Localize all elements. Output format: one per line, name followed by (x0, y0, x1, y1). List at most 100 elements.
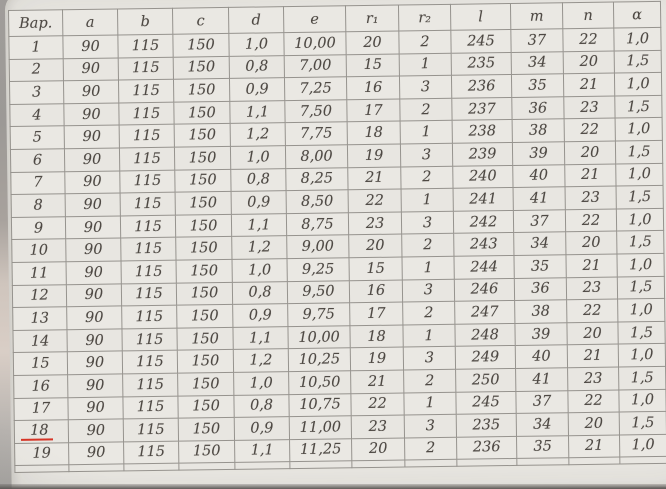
table-cell: 20 (563, 50, 615, 74)
variant-number-cell: 13 (12, 306, 67, 331)
variant-number-cell: 7 (10, 171, 66, 195)
table-cell: 1 (399, 52, 452, 77)
cell-value: 7,00 (299, 57, 332, 75)
cell-value: 245 (472, 394, 500, 411)
cell-value: 22 (368, 396, 387, 413)
table-cell: 241 (453, 187, 514, 212)
cell-value: 90 (86, 399, 105, 417)
table-cell: 22 (348, 189, 402, 213)
cell-value: 150 (189, 195, 218, 212)
cell-value: 115 (136, 376, 165, 393)
cell-value: 1,2 (246, 126, 270, 143)
table-cell: 23 (565, 186, 617, 210)
table-cell: 36 (514, 277, 567, 301)
table-cell: 115 (118, 79, 174, 103)
table-cell: 16 (349, 279, 403, 303)
table-cell: 20 (564, 141, 616, 165)
cell-value: 1,0 (629, 301, 653, 319)
cell-value: 1,0 (631, 437, 655, 454)
table-cell: 17 (349, 302, 403, 326)
table-cell: 1,0 (618, 388, 666, 413)
cell-value: 90 (81, 61, 101, 78)
table-cell: 150 (177, 349, 234, 374)
cell-value: 240 (468, 168, 497, 185)
cell-value: 8 (33, 197, 43, 214)
cell-value: 1,0 (248, 262, 272, 279)
cell-value: 22 (581, 212, 601, 229)
cell-value: 11,00 (299, 419, 342, 436)
variant-number-cell: 3 (9, 80, 64, 105)
cell-value: 35 (533, 438, 552, 456)
table-cell: 22 (562, 28, 615, 52)
table-cell: 19 (347, 144, 401, 168)
cell-value: 115 (135, 286, 163, 303)
table-cell: 15 (348, 256, 403, 281)
table-cell: 90 (67, 373, 123, 398)
cell-value: 0,8 (248, 284, 272, 301)
cell-value: 90 (85, 354, 105, 372)
table-cell: 1,0 (618, 343, 666, 367)
table-cell: 1,5 (615, 140, 663, 164)
cell-value: 3 (424, 350, 435, 367)
table-cell: 1,5 (619, 411, 666, 435)
table-cell: 90 (68, 419, 124, 443)
table-cell: 3 (404, 414, 457, 438)
cell-value: 0,9 (247, 194, 271, 211)
table-cell: 0,8 (232, 281, 288, 305)
cell-value: 1,0 (630, 392, 655, 409)
cell-value: 0,9 (250, 420, 274, 437)
table-cell: 34 (511, 51, 564, 75)
cell-value: 2 (425, 440, 436, 457)
table-cell: 18 (347, 121, 401, 145)
variant-number-cell: 4 (9, 103, 65, 127)
table-cell: 20 (348, 234, 402, 258)
cell-value: 7,50 (299, 103, 333, 120)
table-cell: 1,0 (228, 32, 285, 57)
cell-value: 90 (82, 128, 102, 146)
table-cell (178, 462, 235, 471)
table-cell: 150 (176, 304, 233, 328)
table-cell: 2 (401, 233, 454, 257)
table-cell: 37 (515, 390, 569, 414)
table-cell: 1 (403, 391, 457, 416)
table-cell: 115 (117, 34, 174, 58)
table-cell (351, 460, 405, 469)
cell-value: 90 (83, 174, 102, 191)
cell-value: 150 (192, 443, 221, 460)
table-cell (14, 464, 69, 473)
cell-value: 19 (367, 350, 387, 368)
table-cell: 150 (178, 440, 235, 464)
table-cell: 90 (66, 260, 122, 285)
table-cell: 1,1 (231, 213, 287, 237)
table-cell: 115 (120, 237, 177, 261)
cell-value: 115 (131, 37, 160, 55)
table-cell: 22 (350, 392, 405, 416)
cell-value: 1,1 (250, 442, 274, 460)
cell-value: 1,5 (631, 414, 655, 432)
table-cell: 2 (404, 436, 457, 461)
cell-value: 3 (421, 146, 432, 163)
table-cell: 21 (564, 163, 617, 187)
variant-number-cell: 12 (12, 284, 67, 308)
cell-value: 246 (470, 281, 499, 298)
table-cell: 15 (346, 53, 400, 77)
cell-value: 115 (134, 218, 162, 235)
cell-value: 23 (583, 370, 603, 387)
table-cell: 1,0 (617, 298, 665, 322)
table-cell: 237 (451, 97, 513, 121)
table-cell: 1,0 (616, 208, 664, 232)
cell-value: 90 (84, 309, 104, 326)
cell-value: 20 (365, 237, 385, 255)
cell-value: 9,25 (301, 261, 335, 278)
cell-value: 22 (579, 31, 598, 48)
table-cell: 115 (118, 101, 175, 126)
table-cell: 8,00 (285, 144, 348, 169)
cell-value: 243 (469, 236, 498, 253)
cell-value: 37 (532, 393, 552, 411)
cell-value: 20 (579, 54, 599, 71)
cell-value: 1,5 (627, 143, 651, 161)
cell-value: 2 (424, 305, 434, 322)
cell-value: 249 (471, 349, 500, 366)
table-cell: 115 (121, 327, 178, 352)
